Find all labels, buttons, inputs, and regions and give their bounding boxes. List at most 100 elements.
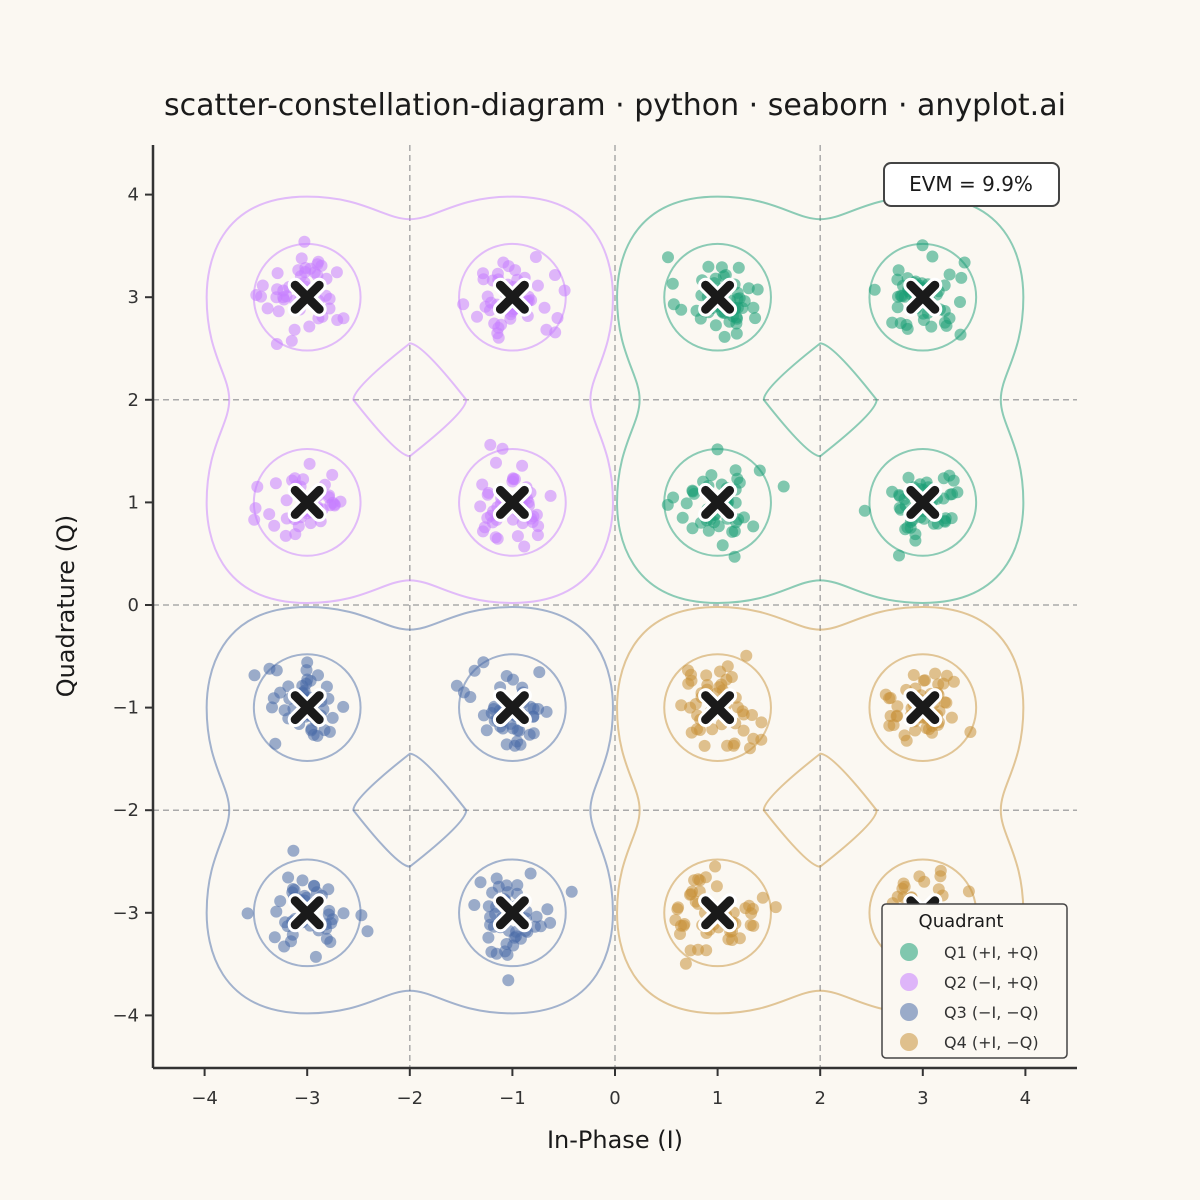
received-symbol-point [721, 739, 734, 752]
received-symbol-point [482, 900, 495, 913]
received-symbol-point [280, 494, 293, 507]
ideal-point-cross [701, 691, 735, 725]
received-symbol-point [311, 258, 324, 271]
y-tick-label: −2 [112, 800, 139, 821]
received-symbol-point [917, 314, 930, 326]
received-symbol-point [337, 700, 350, 713]
outer-contour [205, 606, 614, 1015]
received-symbol-point [938, 316, 951, 329]
received-symbol-point [858, 504, 871, 517]
legend-marker [900, 1003, 918, 1021]
received-symbol-point [270, 338, 283, 350]
received-symbol-point [702, 524, 715, 537]
received-symbol-point [686, 522, 699, 535]
ideal-point-cross [701, 896, 735, 930]
received-symbol-point [716, 539, 729, 552]
ideal-point-marker [903, 277, 943, 317]
received-symbol-point [285, 334, 298, 347]
received-symbol-point [468, 664, 481, 677]
legend: Quadrant Q1 (+I, +Q) Q2 (−I, +Q) Q3 (−I, −… [881, 903, 1068, 1059]
received-symbol-point [916, 239, 929, 252]
received-symbol-point [322, 883, 335, 896]
received-symbol-point [730, 327, 743, 340]
received-symbol-point [669, 914, 682, 927]
received-symbol-point [710, 880, 723, 893]
received-symbol-point [530, 910, 543, 923]
received-symbol-point [755, 716, 768, 729]
received-symbol-point [296, 874, 309, 887]
legend-entry-label: Q2 (−I, +Q) [944, 973, 1039, 992]
received-symbol-point [271, 267, 284, 280]
ideal-point-marker [698, 893, 738, 933]
y-axis-label: Quadrature (Q) [52, 515, 80, 698]
received-symbol-point [739, 902, 752, 915]
received-symbol-point [676, 511, 689, 524]
received-symbol-point [954, 296, 966, 308]
cluster-contour [868, 448, 978, 557]
ideal-point-cross [495, 280, 529, 314]
received-symbol-point [886, 316, 899, 329]
received-symbol-point [500, 670, 513, 682]
received-symbol-point [934, 864, 947, 877]
received-symbol-point [726, 934, 739, 946]
ideal-point-marker [287, 277, 327, 317]
ideal-point-marker [492, 893, 532, 933]
received-symbol-point [326, 711, 339, 724]
received-symbol-point [891, 301, 904, 314]
received-symbol-point [477, 709, 490, 722]
y-tick-label: 2 [128, 390, 139, 411]
received-symbol-point [292, 520, 305, 533]
x-tick-label: 0 [609, 1088, 620, 1109]
received-symbol-point [248, 513, 261, 526]
received-symbol-point [476, 478, 489, 491]
received-symbol-point [529, 251, 542, 263]
ideal-constellation-points [287, 277, 943, 933]
received-symbol-point [506, 722, 519, 735]
received-symbol-point [295, 252, 308, 265]
received-symbol-point [527, 727, 540, 740]
received-symbol-point [481, 488, 494, 501]
received-symbol-point [323, 302, 336, 315]
received-symbol-point [749, 312, 762, 325]
ideal-point-cross [290, 280, 324, 314]
received-symbol-point [709, 272, 722, 285]
received-symbol-point [700, 944, 713, 957]
received-symbol-point [277, 284, 290, 297]
received-symbol-point [482, 931, 495, 944]
received-symbol-point [900, 734, 913, 747]
received-symbol-point [736, 705, 749, 718]
received-symbol-point [753, 464, 766, 477]
received-symbol-point [744, 742, 756, 755]
cluster-contour [458, 242, 567, 352]
received-symbol-point [320, 680, 333, 693]
received-symbol-point [248, 669, 261, 682]
received-symbol-point [533, 666, 546, 679]
received-symbol-point [715, 261, 728, 274]
received-symbol-point [256, 279, 269, 292]
received-symbol-point [471, 310, 483, 323]
x-tick-label: −1 [499, 1088, 526, 1109]
received-symbol-point [272, 305, 285, 318]
legend-entry-label: Q3 (−I, −Q) [944, 1003, 1039, 1022]
ideal-point-cross [290, 691, 324, 725]
received-symbol-point [269, 737, 282, 750]
received-symbol-point [305, 722, 318, 735]
received-symbol-point [769, 901, 782, 914]
received-symbol-point [742, 282, 755, 295]
y-tick-label: −1 [112, 698, 139, 719]
x-tick-label: 2 [814, 1088, 825, 1109]
x-tick-label: 3 [917, 1088, 928, 1109]
received-symbol-point [303, 457, 316, 470]
received-symbol-point [709, 860, 722, 873]
received-symbol-point [549, 269, 561, 281]
received-symbol-point [943, 469, 956, 482]
received-symbol-point [481, 290, 494, 303]
evm-text: EVM = 9.9% [909, 172, 1033, 196]
received-symbol-point [565, 885, 578, 898]
received-symbol-point [474, 876, 487, 889]
received-symbol-point [497, 256, 510, 269]
ideal-point-cross [495, 485, 529, 519]
received-symbol-point [721, 660, 734, 673]
y-tick-label: 0 [128, 595, 139, 616]
received-symbol-point [282, 871, 295, 884]
